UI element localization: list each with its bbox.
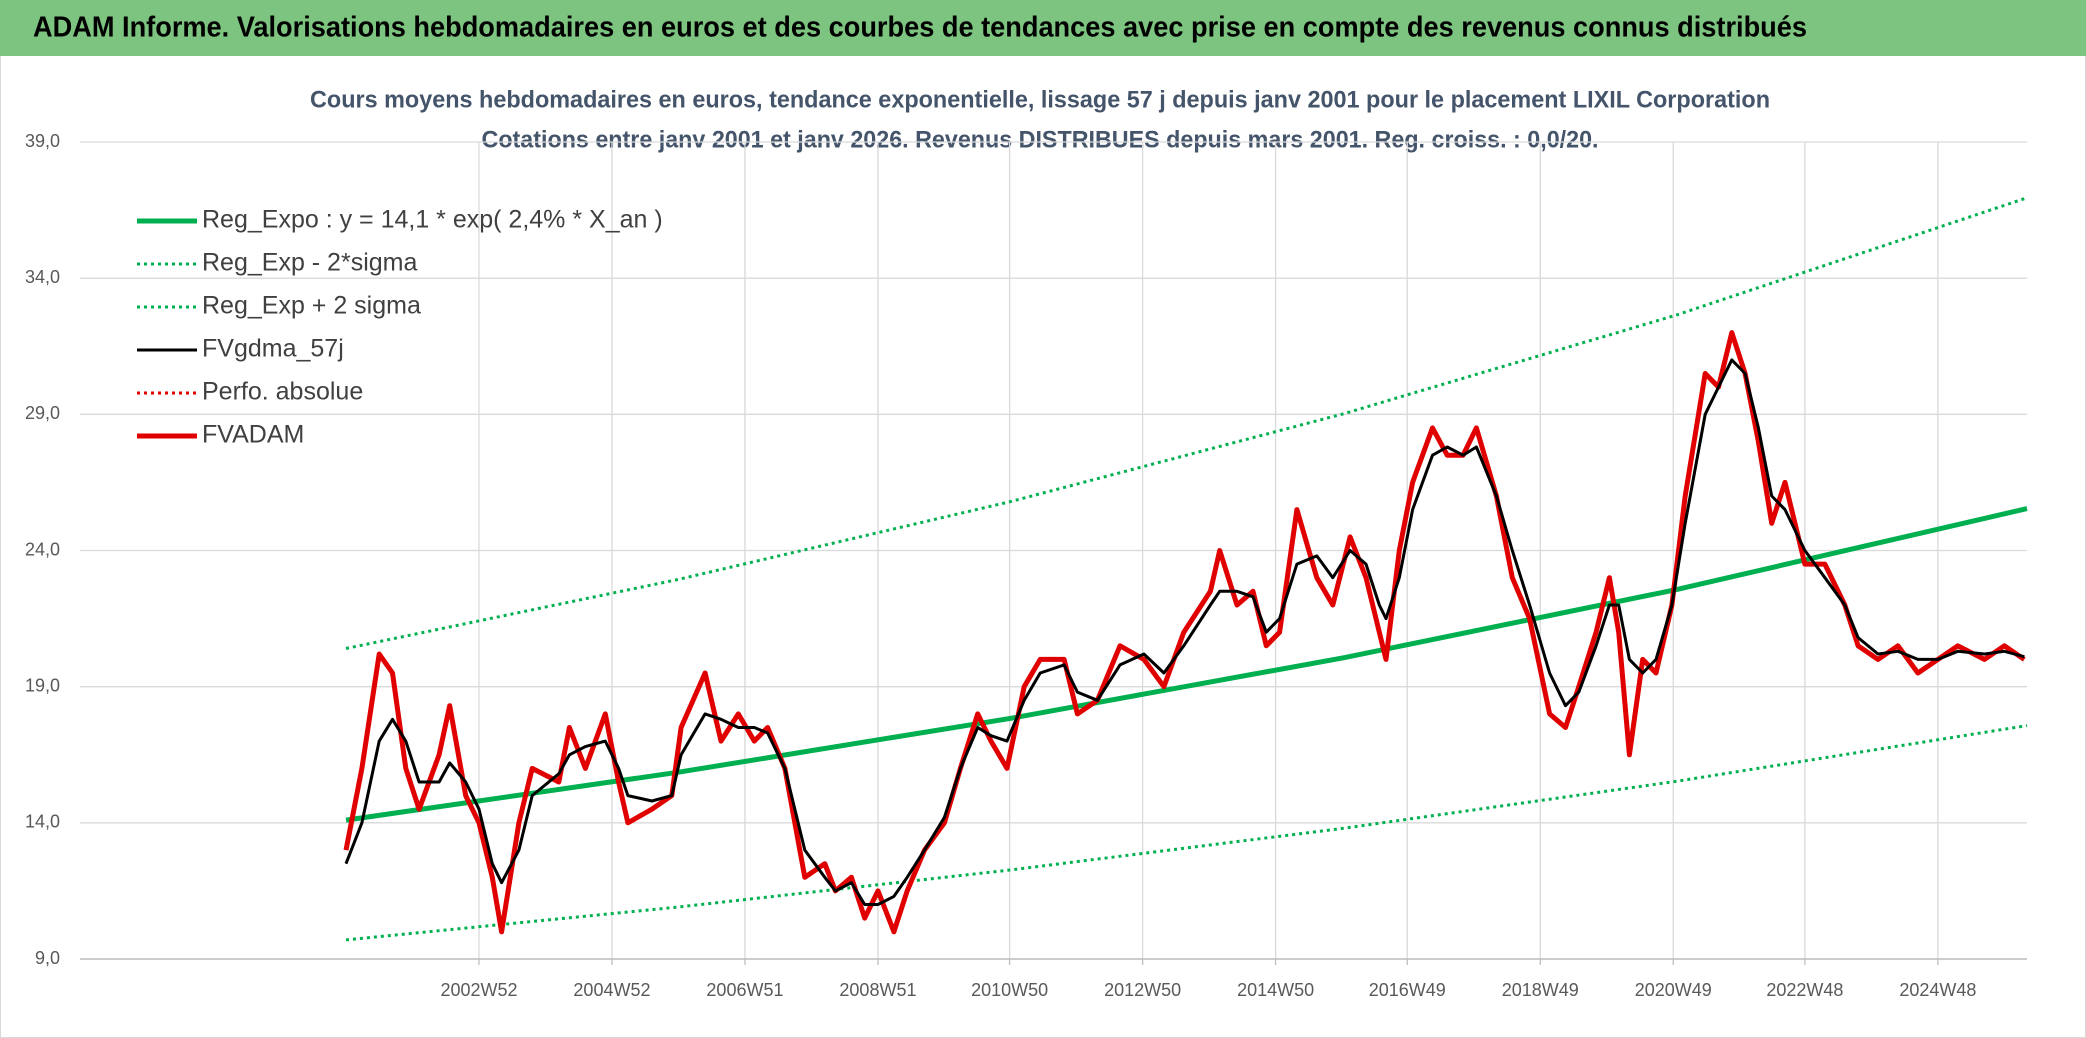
legend-label: FVgdma_57j — [202, 335, 344, 363]
series-line — [343, 330, 2026, 935]
y-tick-label: 9,0 — [35, 948, 60, 968]
y-tick-label: 24,0 — [25, 539, 60, 559]
series-line — [344, 358, 2025, 906]
legend-label: Reg_Exp + 2 sigma — [202, 292, 421, 320]
x-tick-label: 2018W49 — [1502, 980, 1579, 1000]
y-tick-label: 39,0 — [25, 131, 60, 151]
x-tick-label: 2010W50 — [971, 980, 1048, 1000]
x-tick-label: 2016W49 — [1369, 980, 1446, 1000]
x-tick-label: 2022W48 — [1766, 980, 1843, 1000]
y-tick-label: 29,0 — [25, 403, 60, 423]
grid: 9,0 14,0 19,0 24,0 29,0 34,0 39,0 2002W52 2004W5… — [25, 131, 2027, 1000]
legend-label: Reg_Exp - 2*sigma — [202, 249, 417, 277]
chart-subtitle: Cotations entre janv 2001 et janv 2026. … — [482, 126, 1599, 153]
x-tick-label: 2012W50 — [1104, 980, 1181, 1000]
x-tick-label: 2024W48 — [1899, 980, 1976, 1000]
x-tick-label: 2006W51 — [706, 980, 783, 1000]
legend-label: Perfo. absolue — [202, 378, 363, 406]
y-tick-label: 34,0 — [25, 267, 60, 287]
y-tick-label: 14,0 — [25, 812, 60, 832]
x-tick-label: 2004W52 — [573, 980, 650, 1000]
legend: Reg_Expo : y = 14,1 * exp( 2,4% * X_an )… — [137, 206, 663, 449]
y-tick-label: 19,0 — [25, 675, 60, 695]
x-tick-label: 2014W50 — [1237, 980, 1314, 1000]
chart-title: Cours moyens hebdomadaires en euros, ten… — [310, 86, 1770, 113]
header-title: ADAM Informe. Valorisations hebdomadaire… — [33, 12, 1807, 44]
legend-label: Reg_Expo : y = 14,1 * exp( 2,4% * X_an ) — [202, 206, 663, 234]
x-tick-label: 2020W49 — [1635, 980, 1712, 1000]
x-tick-label: 2002W52 — [440, 980, 517, 1000]
x-tick-label: 2008W51 — [839, 980, 916, 1000]
legend-label: FVADAM — [202, 421, 304, 449]
plot — [343, 196, 2028, 942]
header-band — [0, 0, 2086, 56]
